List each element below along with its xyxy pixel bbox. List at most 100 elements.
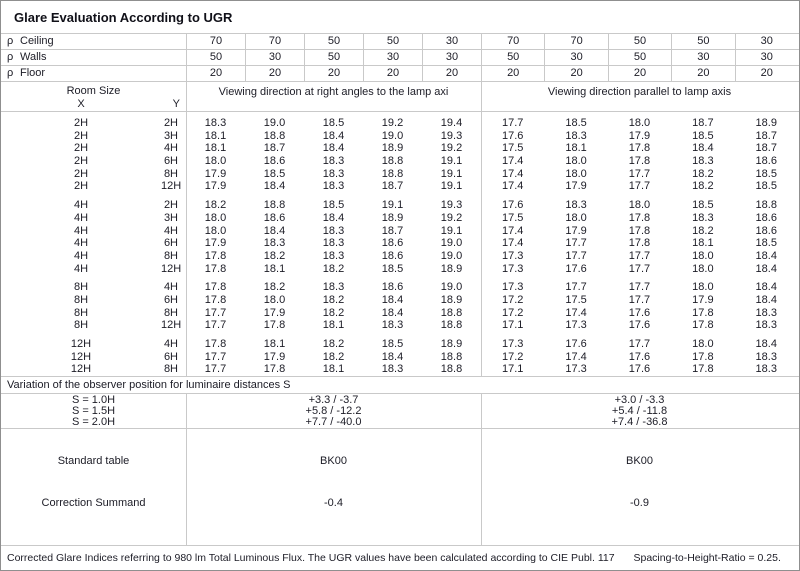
reflectance-value-cell: 70 [245,34,304,49]
reflectance-value-cell: 30 [422,34,481,49]
standard-table-row: Standard table BK00 BK00 [1,429,799,493]
ugr-value-cell: 17.8 [692,350,714,363]
ugr-value-cell: 18.4 [381,306,404,319]
column-divider [481,394,482,428]
room-x-cell: 2H [73,142,89,155]
room-x-cell: 2H [73,129,89,142]
ugr-value-cell: 17.9 [263,306,286,319]
ugr-value-cell: 17.4 [501,224,524,237]
ugr-value-cell: 18.8 [381,155,404,168]
room-y-cell: 6H [163,155,178,168]
ugr-table-body: 2H 2H 18.3 19.0 18.5 19.2 19.4 17.7 18.5 18.0 18.7… [1,112,799,377]
ugr-value-cell: 18.2 [322,338,345,350]
room-x-cell: 2H [73,180,89,193]
room-x-cell: 4H [73,237,89,250]
reflectance-value-cell: 20 [671,66,734,81]
room-y-cell: 8H [163,167,178,180]
ugr-value-cell: 18.6 [381,281,404,294]
ugr-value-cell: 17.5 [565,293,587,306]
ugr-value-cell: 17.7 [628,249,651,262]
correction-summand-row: Correction Summand -0.4 -0.9 [1,493,799,513]
parallel-header: Viewing direction parallel to lamp axis [547,86,732,98]
room-x-cell: 4H [73,224,89,237]
ugr-value-cell: 18.7 [692,117,714,129]
ugr-value-cell: 18.3 [263,237,286,250]
room-y-cell: 8H [163,249,178,262]
room-x-cell: 4H [73,211,89,224]
ugr-value-cell: 17.7 [628,293,651,306]
room-x-cell: 2H [73,167,89,180]
ugr-value-cell: 18.2 [322,306,345,319]
room-x-cell: 4H [73,249,89,262]
ugr-value-cell: 18.7 [381,180,404,193]
reflectance-value-cell: 30 [422,50,481,65]
room-y-cell: 6H [163,293,178,306]
variation-right-angles-value: +3.3 / -3.7 [308,394,359,406]
ugr-value-cell: 18.3 [322,281,345,294]
room-y-cell: 12H [161,262,182,275]
summary-table: Standard table BK00 BK00 Correction Summ… [1,429,799,546]
reflectance-row: ρ Walls 50 30 50 30 30 50 30 50 30 30 [1,50,799,66]
ugr-value-cell: 17.3 [501,262,524,275]
ugr-value-cell: 18.4 [322,142,345,155]
room-y-cell: 2H [163,199,178,212]
ugr-value-cell: 17.6 [565,262,587,275]
ugr-value-cell: 18.3 [322,167,345,180]
ugr-value-cell: 18.3 [322,155,345,168]
ugr-value-cell: 18.6 [755,211,777,224]
ugr-value-cell: 19.0 [440,281,463,294]
ugr-value-cell: 18.3 [565,129,587,142]
ugr-value-cell: 17.6 [565,338,587,350]
ugr-value-cell: 17.7 [628,167,651,180]
ugr-value-cell: 19.0 [440,249,463,262]
ugr-value-cell: 17.8 [204,281,227,294]
ugr-value-cell: 17.7 [565,237,587,250]
y-header: Y [172,98,180,110]
ugr-value-cell: 17.2 [501,293,524,306]
ugr-value-cell: 17.8 [692,319,714,332]
room-size-header: Room Size [66,85,121,97]
variation-right-angles-value: +7.7 / -40.0 [305,416,362,428]
ugr-value-cell: 18.3 [322,249,345,262]
reflectance-value-cell: 50 [304,34,363,49]
ugr-table-row: 2H 8H 17.9 18.5 18.3 18.8 19.1 17.4 18.0 17.7 18.2… [1,168,799,181]
ugr-value-cell: 17.9 [565,224,587,237]
room-x-cell: 8H [73,319,89,332]
ugr-value-cell: 17.9 [565,180,587,193]
ugr-table-row: 8H 6H 17.8 18.0 18.2 18.4 18.9 17.2 17.5 17.7 17.9… [1,294,799,307]
ugr-value-cell: 18.3 [381,363,404,376]
ugr-value-cell: 17.8 [263,363,286,376]
column-divider [481,429,482,545]
ugr-value-cell: 17.7 [565,281,587,294]
ugr-value-cell: 18.7 [755,129,777,142]
column-divider [481,82,482,111]
ugr-value-cell: 17.6 [501,199,524,212]
ugr-value-cell: 17.8 [263,319,286,332]
ugr-value-cell: 17.7 [628,338,651,350]
ugr-value-cell: 17.8 [628,211,651,224]
ugr-value-cell: 18.7 [755,142,777,155]
ugr-table-row: 12H 4H 17.8 18.1 18.2 18.5 18.9 17.3 17.6 17.7 18.… [1,338,799,351]
ugr-value-cell: 17.4 [565,306,587,319]
ugr-value-cell: 19.0 [381,129,404,142]
ugr-value-cell: 17.4 [501,180,524,193]
variation-row-label: S = 1.5H [71,405,116,417]
ugr-value-cell: 17.8 [628,155,651,168]
ugr-table-row: 2H 6H 18.0 18.6 18.3 18.8 19.1 17.4 18.0 17.8 18.3… [1,155,799,168]
ugr-value-cell: 19.1 [440,224,463,237]
ugr-value-cell: 17.1 [501,363,524,376]
standard-table-parallel-value: BK00 [626,455,653,467]
ugr-value-cell: 19.2 [440,211,463,224]
ugr-value-cell: 17.9 [692,293,714,306]
reflectance-value-cell: 50 [671,34,734,49]
ugr-value-cell: 18.1 [692,237,714,250]
room-y-cell: 4H [163,338,178,350]
room-size-header-cell: Room Size X Y [1,82,186,111]
ugr-value-cell: 19.2 [440,142,463,155]
ugr-value-cell: 18.8 [440,350,463,363]
ugr-value-cell: 19.1 [440,155,463,168]
ugr-table-row: 4H 6H 17.9 18.3 18.3 18.6 19.0 17.4 17.7 17.8 18.1… [1,237,799,250]
ugr-value-cell: 17.9 [263,350,286,363]
ugr-value-cell: 17.6 [628,350,651,363]
ugr-table-row: 12H 8H 17.7 17.8 18.1 18.3 18.8 17.1 17.3 17.6 17.… [1,363,799,376]
